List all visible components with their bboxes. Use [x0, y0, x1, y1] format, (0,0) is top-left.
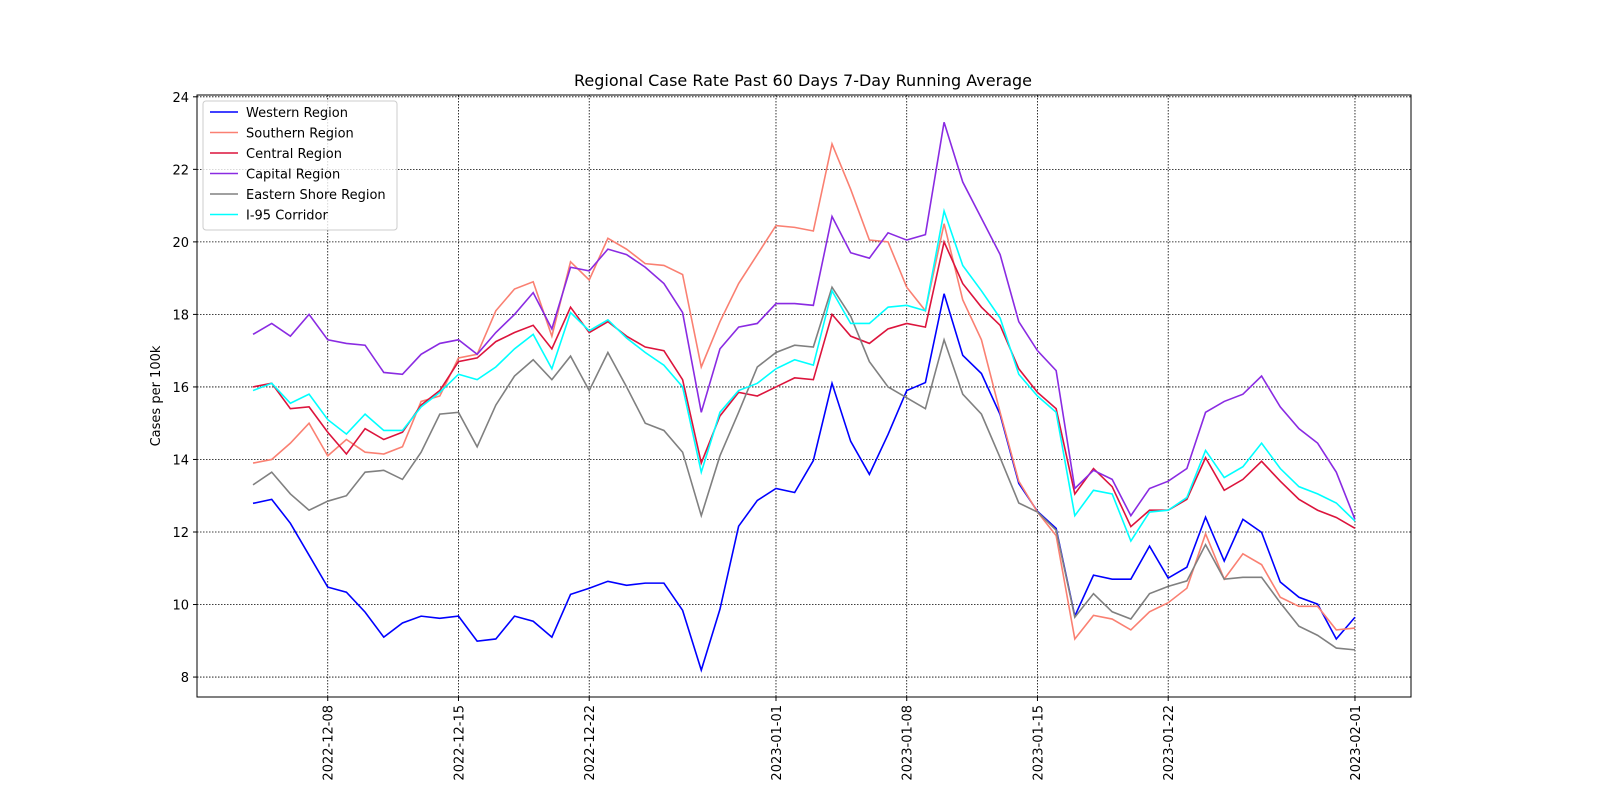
y-tick-label: 8 [181, 671, 189, 686]
x-tick-label: 2023-02-01 [1349, 705, 1364, 781]
x-tick-label: 2023-01-01 [770, 705, 785, 781]
x-tick-label: 2022-12-08 [322, 705, 337, 781]
y-tick-label: 12 [172, 526, 189, 541]
chart-title: Regional Case Rate Past 60 Days 7-Day Ru… [574, 71, 1032, 90]
y-tick-label: 18 [172, 308, 189, 323]
series-line [252, 141, 1356, 641]
x-tick-label: 2023-01-15 [1031, 705, 1046, 781]
legend-label: Southern Region [246, 127, 354, 142]
legend: Western Region Southern Region Central Reg… [202, 100, 398, 231]
y-tick-label: 16 [172, 381, 189, 396]
y-tick-label: 22 [172, 163, 189, 178]
legend-label: Capital Region [246, 168, 340, 183]
legend-label: I-95 Corridor [246, 209, 329, 224]
legend-label: Eastern Shore Region [246, 188, 386, 203]
y-tick-label: 20 [172, 236, 189, 251]
legend-box [202, 100, 398, 231]
y-axis-label: Cases per 100k [149, 345, 164, 446]
series-line [252, 293, 1356, 673]
series-line [252, 239, 1356, 530]
y-tick-label: 10 [172, 599, 189, 614]
x-tick-label: 2023-01-22 [1162, 705, 1177, 781]
x-tick-label: 2022-12-22 [583, 705, 598, 781]
legend-label: Central Region [246, 147, 342, 162]
series-line [252, 207, 1356, 543]
plot-frame [196, 94, 1412, 698]
legend-label: Western Region [246, 106, 348, 121]
series-line [252, 121, 1356, 520]
y-tick-label: 14 [172, 453, 189, 468]
x-tick-label: 2023-01-08 [901, 705, 916, 781]
series-line [252, 285, 1356, 651]
y-tick-label: 24 [172, 91, 189, 106]
x-tick-label: 2022-12-15 [452, 705, 467, 781]
